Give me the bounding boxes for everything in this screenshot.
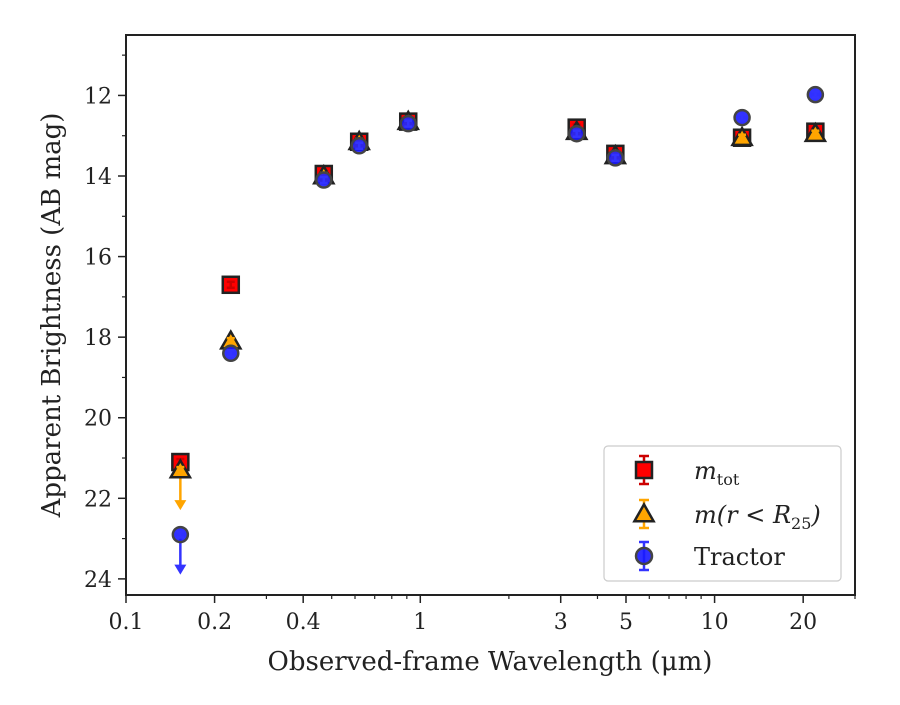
y-axis-label: Apparent Brightness (AB mag) [37,113,67,519]
legend: mtot m(r < R25) Tractor [603,445,842,582]
legend-label: Tractor [694,543,785,571]
y-tick-label: 18 [84,326,112,351]
data-marks [168,85,828,575]
x-tick-label: 5 [619,610,633,635]
legend-label: mtot [694,457,740,489]
x-tick-label: 3 [554,610,568,635]
y-tick-label: 20 [84,407,112,432]
legend-label: m(r < R25) [694,501,821,533]
legend-marker [632,501,656,523]
x-tick-label: 1 [413,610,427,635]
plot-frame [125,34,856,596]
legend-box [603,445,842,582]
y-tick-label: 24 [84,568,112,593]
x-tick-label: 0.2 [197,610,232,635]
legend-label-main: m(r < R [694,501,791,529]
legend-marker [634,546,654,566]
y-tick-label: 22 [84,487,112,512]
upper-limit-arrowhead [174,500,187,511]
y-axis-ticks: 12 14 16 18 20 22 24 [84,54,126,593]
x-tick-label: 0.4 [286,610,321,635]
legend-label-close: ) [810,501,820,529]
upper-limit-arrowhead [174,564,187,575]
legend-label-sub: tot [717,470,740,489]
y-tick-label: 12 [84,84,112,109]
series-tractor [171,85,825,575]
y-tick-label: 14 [84,165,112,190]
legend-marker [634,460,654,480]
x-axis-label: Observed-frame Wavelength (μm) [268,647,713,677]
x-tick-label: 20 [789,610,817,635]
series-m-tot [171,112,825,472]
x-tick-label: 10 [701,610,729,635]
y-tick-label: 16 [84,246,112,271]
legend-label-sub: 25 [791,514,811,533]
legend-label-main: m [694,457,717,485]
x-tick-label: 0.1 [109,610,144,635]
x-axis-ticks: 0.1 0.2 0.4 1 3 5 10 20 [109,595,856,635]
